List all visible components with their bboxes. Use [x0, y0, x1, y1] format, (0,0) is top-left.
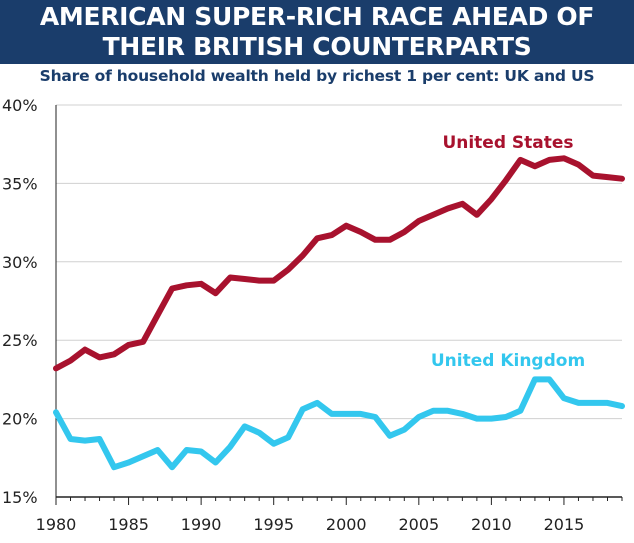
series-lines	[53, 155, 625, 471]
x-tick-label: 2010	[471, 515, 512, 534]
title-banner: AMERICAN SUPER-RICH RACE AHEAD OF THEIR …	[0, 0, 634, 64]
x-tick-label: 1980	[36, 515, 77, 534]
y-tick-label: 35%	[2, 174, 38, 193]
x-tick-label: 2015	[544, 515, 585, 534]
chart-title-line-1: AMERICAN SUPER-RICH RACE AHEAD OF	[39, 2, 595, 31]
chart-subtitle: Share of household wealth held by riches…	[39, 67, 595, 85]
chart-title-line-2: THEIR BRITISH COUNTERPARTS	[102, 32, 532, 61]
series-labels: United States United Kingdom	[431, 133, 585, 371]
united-kingdom-label: United Kingdom	[431, 351, 585, 371]
y-tick-label: 30%	[2, 253, 38, 272]
axes: 15% 20% 25% 30% 35% 40% 1980 1985 1990 1995 2000 20…	[2, 96, 623, 534]
y-tick-label: 40%	[2, 96, 38, 115]
x-tick-label: 1985	[108, 515, 149, 534]
x-tick-label: 1990	[181, 515, 222, 534]
united-states-label: United States	[442, 133, 573, 153]
united-kingdom-line	[53, 376, 625, 471]
y-tick-label: 15%	[2, 488, 38, 507]
united-states-line	[53, 155, 625, 372]
y-tick-label: 20%	[2, 410, 38, 429]
x-tick-label: 2005	[398, 515, 439, 534]
x-tick-label: 1995	[253, 515, 294, 534]
x-tick-label: 2000	[326, 515, 367, 534]
y-tick-label: 25%	[2, 331, 38, 350]
